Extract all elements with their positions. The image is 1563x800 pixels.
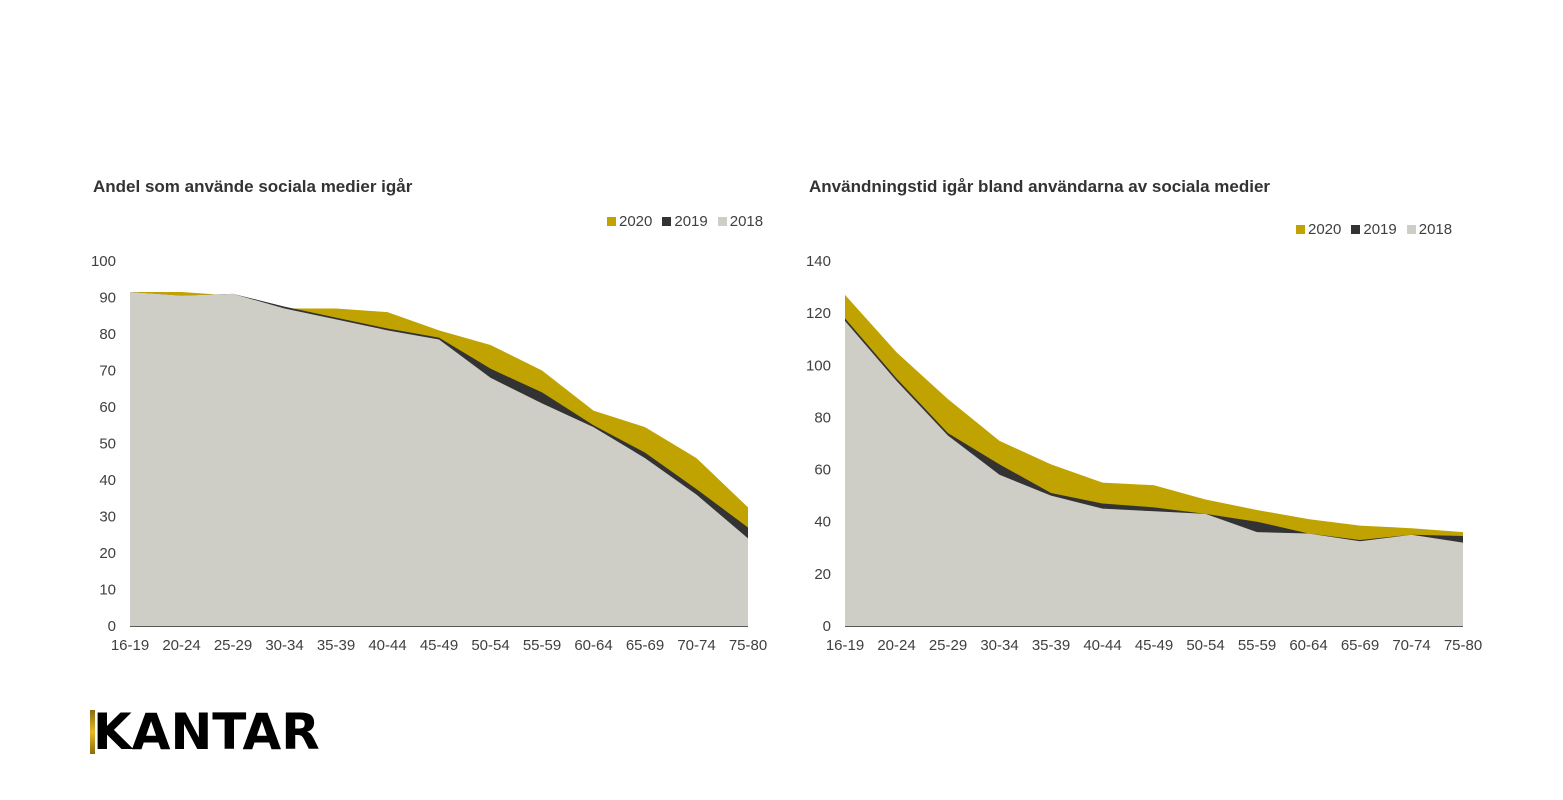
logo-text: KANTAR [93,703,320,761]
legend-swatch-2018 [1406,225,1416,234]
x-tick-label: 35-39 [1032,637,1070,654]
y-tick-label: 100 [806,357,831,374]
legend-item-2018: 2018 [717,213,764,230]
x-tick-label: 30-34 [265,637,303,654]
y-tick-label: 60 [814,462,831,479]
legend-label-2019: 2019 [1363,221,1397,238]
y-tick-label: 10 [99,582,116,599]
x-tick-label: 70-74 [677,637,715,654]
y-tick-label: 20 [814,566,831,583]
y-tick-label: 80 [99,326,116,343]
y-tick-label: 90 [99,290,116,307]
x-tick-label: 50-54 [1186,637,1224,654]
legend-swatch-2020 [1296,225,1305,234]
kantar-logo: KANTAR [90,706,320,758]
legend-item-2020: 2020 [607,213,652,230]
x-tick-label: 16-19 [111,637,149,654]
y-tick-label: 0 [823,618,831,635]
y-tick-label: 120 [806,305,831,322]
x-tick-label: 75-80 [729,637,767,654]
y-tick-label: 20 [99,545,116,562]
x-tick-label: 45-49 [420,637,458,654]
x-tick-label: 60-64 [1289,637,1327,654]
legend-swatch-2020 [607,217,616,226]
legend-item-2018: 2018 [1406,221,1453,238]
x-tick-label: 55-59 [1238,637,1276,654]
x-tick-label: 55-59 [523,637,561,654]
chart-2-plot: 0 20 40 60 80 100 120 140 16-19 20-24 25-29 30-34 35… [806,253,1482,654]
x-tick-label: 20-24 [877,637,915,654]
y-tick-label: 140 [806,253,831,270]
chart-1-plot: 0 10 20 30 40 50 60 70 80 90 100 16-19 20-24 25-29 30-… [91,253,767,654]
legend-swatch-2019 [1351,225,1361,234]
y-tick-label: 30 [99,509,116,526]
chart-1-legend: 2020 2019 2018 [607,213,763,230]
x-tick-label: 70-74 [1392,637,1430,654]
x-tick-label: 25-29 [214,637,252,654]
legend-item-2020: 2020 [1296,221,1341,238]
legend-swatch-2019 [662,217,672,226]
y-tick-label: 0 [108,618,116,635]
x-tick-label: 65-69 [626,637,664,654]
chart-2-title: Användningstid igår bland användarna av … [809,177,1271,196]
x-tick-label: 40-44 [368,637,406,654]
legend-label-2020: 2020 [1308,221,1342,238]
x-tick-label: 75-80 [1444,637,1482,654]
legend-swatch-2018 [717,217,727,226]
x-tick-label: 25-29 [929,637,967,654]
legend-item-2019: 2019 [1351,221,1397,238]
legend-label-2019: 2019 [674,213,708,230]
y-tick-label: 70 [99,363,116,380]
x-tick-label: 20-24 [162,637,200,654]
y-tick-label: 60 [99,399,116,416]
area-series-2018 [130,292,748,626]
x-tick-label: 60-64 [574,637,612,654]
x-tick-label: 16-19 [826,637,864,654]
y-tick-label: 50 [99,436,116,453]
x-tick-label: 45-49 [1135,637,1173,654]
legend-label-2020: 2020 [619,213,653,230]
logo-gold-bar [90,710,95,754]
y-tick-label: 40 [99,472,116,489]
y-tick-label: 40 [814,514,831,531]
chart-1-title: Andel som använde sociala medier igår [93,177,413,196]
x-tick-label: 35-39 [317,637,355,654]
y-tick-label: 100 [91,253,116,270]
x-tick-label: 40-44 [1083,637,1121,654]
x-tick-label: 30-34 [980,637,1018,654]
legend-label-2018: 2018 [1418,221,1453,238]
area-series-2018 [845,320,1463,626]
chart-2-legend: 2020 2019 2018 [1296,221,1452,238]
x-tick-label: 65-69 [1341,637,1379,654]
legend-item-2019: 2019 [662,213,708,230]
x-tick-label: 50-54 [471,637,509,654]
legend-label-2018: 2018 [729,213,764,230]
y-tick-label: 80 [814,409,831,426]
